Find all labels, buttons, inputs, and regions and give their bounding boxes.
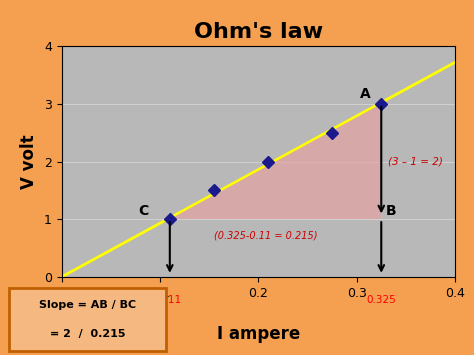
Text: 0.11: 0.11	[158, 295, 182, 305]
Text: C: C	[138, 204, 148, 218]
Text: 0.325: 0.325	[366, 295, 396, 305]
Text: Slope = AB / BC: Slope = AB / BC	[39, 300, 136, 310]
Text: A: A	[360, 87, 370, 101]
Text: B: B	[386, 204, 397, 218]
Text: (3 – 1 = 2): (3 – 1 = 2)	[388, 157, 443, 166]
Title: Ohm's law: Ohm's law	[194, 22, 323, 42]
FancyBboxPatch shape	[9, 288, 166, 351]
X-axis label: I ampere: I ampere	[217, 324, 300, 343]
Polygon shape	[170, 104, 381, 219]
Text: (0.325-0.11 = 0.215): (0.325-0.11 = 0.215)	[214, 230, 318, 240]
Y-axis label: V volt: V volt	[20, 134, 38, 189]
Text: = 2  /  0.215: = 2 / 0.215	[50, 329, 126, 339]
